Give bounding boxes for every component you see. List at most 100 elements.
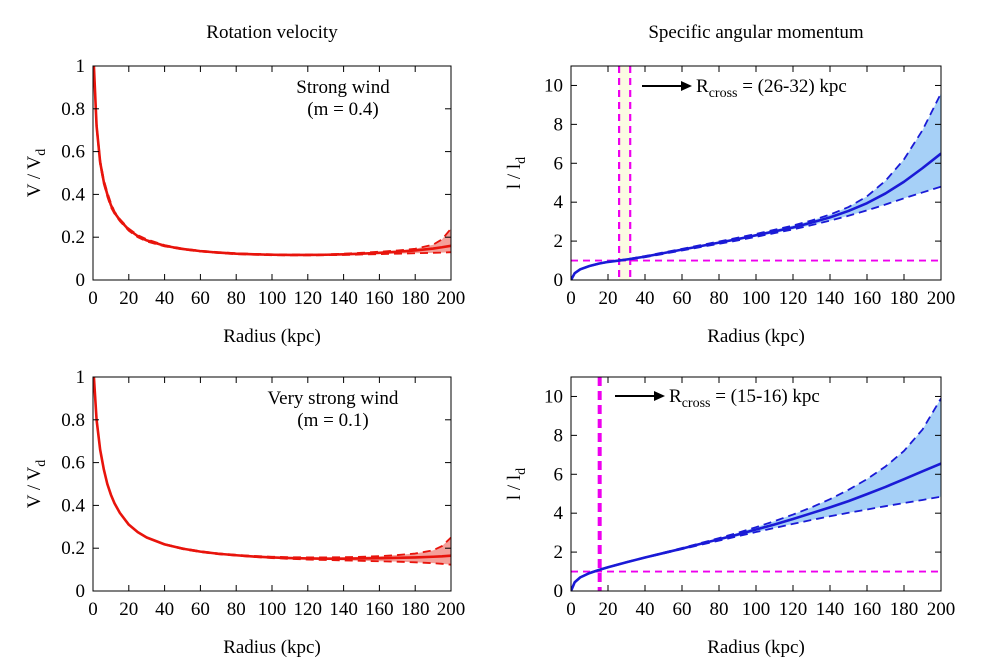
y-axis-label-subscript: d [514,157,529,164]
x-axis-label: Radius (kpc) [223,637,321,658]
series-line-dashed-lower [571,185,941,280]
y-axis-label-main: l / l [504,475,525,500]
y-tick-label: 0 [554,270,564,291]
crossing-range-band [619,66,631,280]
column-title-left: Rotation velocity [206,22,338,43]
x-tick-label: 180 [890,288,919,309]
y-tick-label: 0.6 [61,142,85,163]
y-tick-label: 8 [554,114,564,135]
y-tick-label: 0.4 [61,184,85,205]
x-tick-label: 200 [927,599,956,620]
x-tick-label: 40 [636,599,655,620]
y-tick-label: 6 [554,153,564,174]
x-tick-label: 20 [119,599,138,620]
plot-area [571,377,941,591]
y-axis-label-subscript: d [34,460,49,467]
annotation-range: = (26-32) kpc [737,76,846,97]
x-tick-label: 180 [401,288,430,309]
x-tick-label: 160 [365,288,394,309]
y-axis-label: l / ld [504,468,529,500]
x-tick-label: 120 [294,599,323,620]
y-tick-label: 0.8 [61,99,85,120]
y-tick-label: 2 [554,231,564,252]
x-tick-label: 140 [816,288,845,309]
y-tick-label: 0.8 [61,410,85,431]
series-line-dashed-lower [571,495,941,591]
annotation-range: = (15-16) kpc [710,386,819,407]
x-tick-label: 20 [599,599,618,620]
x-tick-label: 200 [437,599,466,620]
y-tick-label: 10 [544,75,563,96]
y-tick-label: 0.2 [61,227,85,248]
x-tick-label: 20 [599,288,618,309]
y-tick-label: 4 [554,503,564,524]
x-tick-label: 80 [227,599,246,620]
uncertainty-band [93,66,451,256]
y-tick-label: 0 [76,581,86,602]
x-tick-label: 60 [673,288,692,309]
series-line-dashed-upper [93,66,451,256]
annotation-wind: Very strong wind [268,388,399,409]
x-axis-label: Radius (kpc) [707,326,805,347]
x-tick-label: 0 [566,599,576,620]
y-tick-label: 1 [76,56,86,77]
y-axis-label-main: V / V [24,466,45,508]
x-tick-label: 180 [890,599,919,620]
y-tick-label: 0.6 [61,453,85,474]
plot-area [571,66,941,280]
plot-area [93,377,451,566]
y-axis-label-subscript: d [34,149,49,156]
x-axis-label: Radius (kpc) [223,326,321,347]
panel-angular-momentum-very-strong: 0 20 40 60 80 100 120 140 160 180 200 0 2 4 6 8 10 Radius… [504,376,956,658]
x-tick-label: 140 [329,288,358,309]
annotation-arrow-head [654,391,665,401]
x-tick-label: 40 [155,599,174,620]
annotation-arrow-head [681,81,692,91]
y-axis-label-main: V / V [24,155,45,197]
x-tick-label: 100 [742,599,771,620]
x-tick-label: 120 [294,288,323,309]
series-line-dashed-lower [93,377,451,566]
annotation-parameter: (m = 0.1) [297,410,368,431]
x-tick-label: 20 [119,288,138,309]
x-tick-label: 140 [329,599,358,620]
y-axis-label: V / Vd [24,149,49,198]
y-tick-label: 0.2 [61,538,85,559]
y-tick-label: 4 [554,192,564,213]
y-axis-label: V / Vd [24,460,49,509]
y-tick-label: 0.4 [61,495,85,516]
y-tick-label: 2 [554,542,564,563]
x-tick-label: 160 [365,599,394,620]
x-tick-label: 0 [88,288,98,309]
x-tick-label: 140 [816,599,845,620]
panel-rotation-velocity-strong: 0 20 40 60 80 100 120 140 160 180 200 0 0.2 0.4 0.6 0.8… [24,56,465,347]
series-line-dashed-lower [93,66,451,257]
x-tick-label: 120 [779,288,808,309]
y-axis-label-main: l / l [504,164,525,189]
annotation-parameter: (m = 0.4) [307,99,378,120]
x-tick-label: 80 [227,288,246,309]
x-tick-label: 60 [191,599,210,620]
x-tick-label: 100 [742,288,771,309]
plot-area [93,66,451,257]
series-line-dashed-upper [571,397,941,591]
x-tick-label: 80 [710,599,729,620]
y-tick-label: 6 [554,464,564,485]
x-tick-label: 120 [779,599,808,620]
x-tick-label: 80 [710,288,729,309]
panel-rotation-velocity-very-strong: 0 20 40 60 80 100 120 140 160 180 200 0 0.2 0.4 0.6 0.8… [24,367,465,658]
x-tick-label: 200 [927,288,956,309]
x-tick-label: 40 [155,288,174,309]
y-tick-label: 10 [544,386,563,407]
annotation-subscript: cross [709,86,738,101]
series-line-dashed-upper [571,92,941,280]
x-tick-label: 200 [437,288,466,309]
x-tick-label: 40 [636,288,655,309]
annotation-crossing-radius: Rcross = (15-16) kpc [669,386,820,411]
y-tick-label: 1 [76,367,86,388]
x-tick-label: 0 [566,288,576,309]
y-tick-label: 8 [554,425,564,446]
annotation-subscript: cross [682,396,711,411]
series-line-solid [571,462,941,591]
x-tick-label: 100 [258,599,287,620]
